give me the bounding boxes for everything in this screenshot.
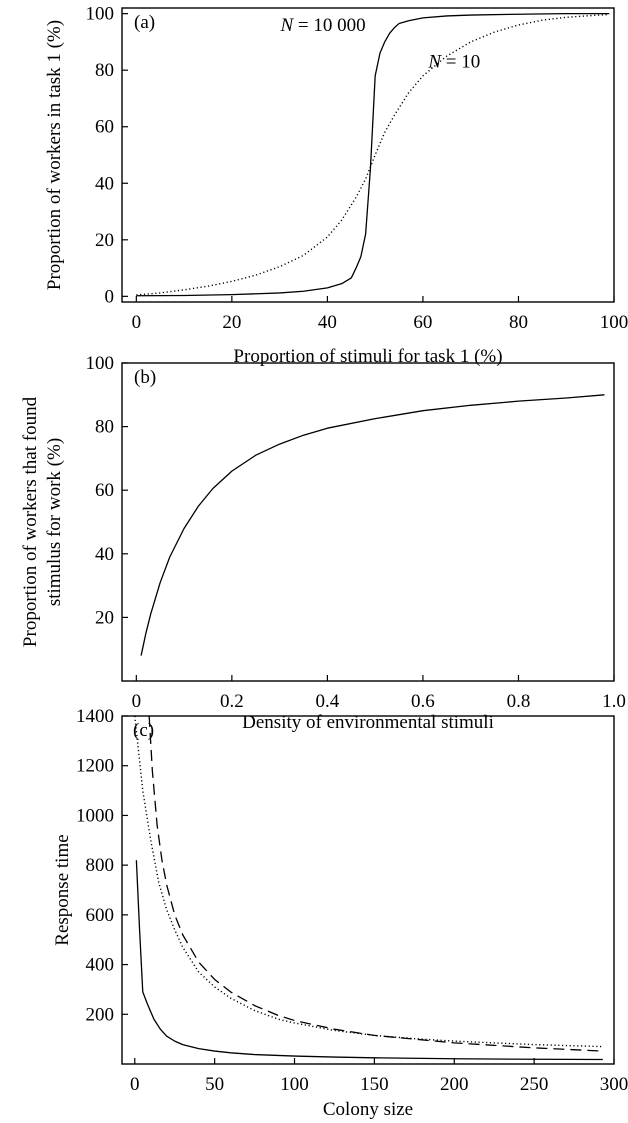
x-tick-label: 1.0 xyxy=(602,691,626,712)
y-tick-label: 600 xyxy=(86,905,115,926)
chart-panel-1: 0 20 40 60 80 100 0 20 40 60 80 100 (a) Proportion of… xyxy=(44,4,628,367)
y-tick-label: 80 xyxy=(95,60,114,81)
y-tick-label: 1200 xyxy=(76,756,114,777)
x-tick-label: 0.6 xyxy=(411,691,435,712)
y-axis-label: stimulus for work (%) xyxy=(44,438,65,606)
y-axis-label: Proportion of workers in task 1 (%) xyxy=(44,20,65,290)
y-tick-label: 40 xyxy=(95,173,114,194)
y-tick-label: 40 xyxy=(95,544,114,565)
x-tick-label: 40 xyxy=(318,312,337,333)
y-tick-label: 400 xyxy=(86,955,115,976)
panel-label: (c) xyxy=(133,720,154,741)
x-axis-label: Proportion of stimuli for task 1 (%) xyxy=(233,346,502,367)
y-axis-label: Response time xyxy=(52,834,73,945)
chart-panel-3: 0 50 100 150 200 250 300 200 400 600 800 1000 1200 14… xyxy=(52,706,628,1120)
series-line-2 xyxy=(136,13,610,296)
series-annotation: N = 10 xyxy=(427,52,480,73)
x-tick-label: 50 xyxy=(205,1074,224,1095)
annotation-value: = 10 000 xyxy=(293,15,365,36)
x-tick-label: 60 xyxy=(413,312,432,333)
series-line-1 xyxy=(136,12,610,297)
series-annotation: N = 10 000 xyxy=(279,15,365,36)
series-line-2 xyxy=(134,716,603,1048)
annotation-value: = 10 xyxy=(441,52,480,73)
panel-label: (a) xyxy=(134,12,155,33)
plot-frame xyxy=(121,7,615,303)
x-tick-label: 100 xyxy=(280,1074,309,1095)
x-tick-label: 80 xyxy=(509,312,528,333)
x-tick-label: 0 xyxy=(130,1074,140,1095)
x-tick-label: 0 xyxy=(132,691,142,712)
x-tick-label: 0.4 xyxy=(316,691,340,712)
y-tick-label: 200 xyxy=(86,1004,115,1025)
plot-frame xyxy=(121,362,615,682)
y-tick-label: 100 xyxy=(86,4,115,25)
x-tick-label: 300 xyxy=(600,1074,628,1095)
series-line-1 xyxy=(135,860,603,1061)
y-tick-label: 60 xyxy=(95,480,114,501)
y-tick-label: 0 xyxy=(105,286,115,307)
annotation-variable: N xyxy=(279,15,294,36)
chart-panel-2: 0 0.2 0.4 0.6 0.8 1.0 20 40 60 80 100 (b) Density of… xyxy=(20,353,626,733)
x-axis-label: Density of environmental stimuli xyxy=(242,712,494,733)
annotation-variable: N xyxy=(427,52,442,73)
x-tick-label: 250 xyxy=(520,1074,549,1095)
y-tick-label: 20 xyxy=(95,607,114,628)
y-axis-label: Proportion of workers that found xyxy=(20,396,41,647)
x-axis-label: Colony size xyxy=(323,1099,413,1120)
panel-label: (b) xyxy=(134,367,156,388)
x-tick-label: 200 xyxy=(440,1074,469,1095)
y-tick-label: 1400 xyxy=(76,706,114,727)
x-tick-label: 0 xyxy=(132,312,142,333)
y-tick-label: 60 xyxy=(95,117,114,138)
y-tick-label: 20 xyxy=(95,230,114,251)
x-tick-label: 20 xyxy=(222,312,241,333)
series-line-3 xyxy=(148,716,603,1052)
y-tick-label: 800 xyxy=(86,855,115,876)
x-tick-label: 0.2 xyxy=(220,691,244,712)
series-line-1 xyxy=(140,394,605,656)
x-tick-label: 150 xyxy=(360,1074,389,1095)
y-tick-label: 100 xyxy=(86,353,115,374)
plot-frame xyxy=(121,715,615,1065)
y-tick-label: 80 xyxy=(95,417,114,438)
y-tick-label: 1000 xyxy=(76,805,114,826)
x-tick-label: 0.8 xyxy=(507,691,531,712)
x-tick-label: 100 xyxy=(600,312,628,333)
